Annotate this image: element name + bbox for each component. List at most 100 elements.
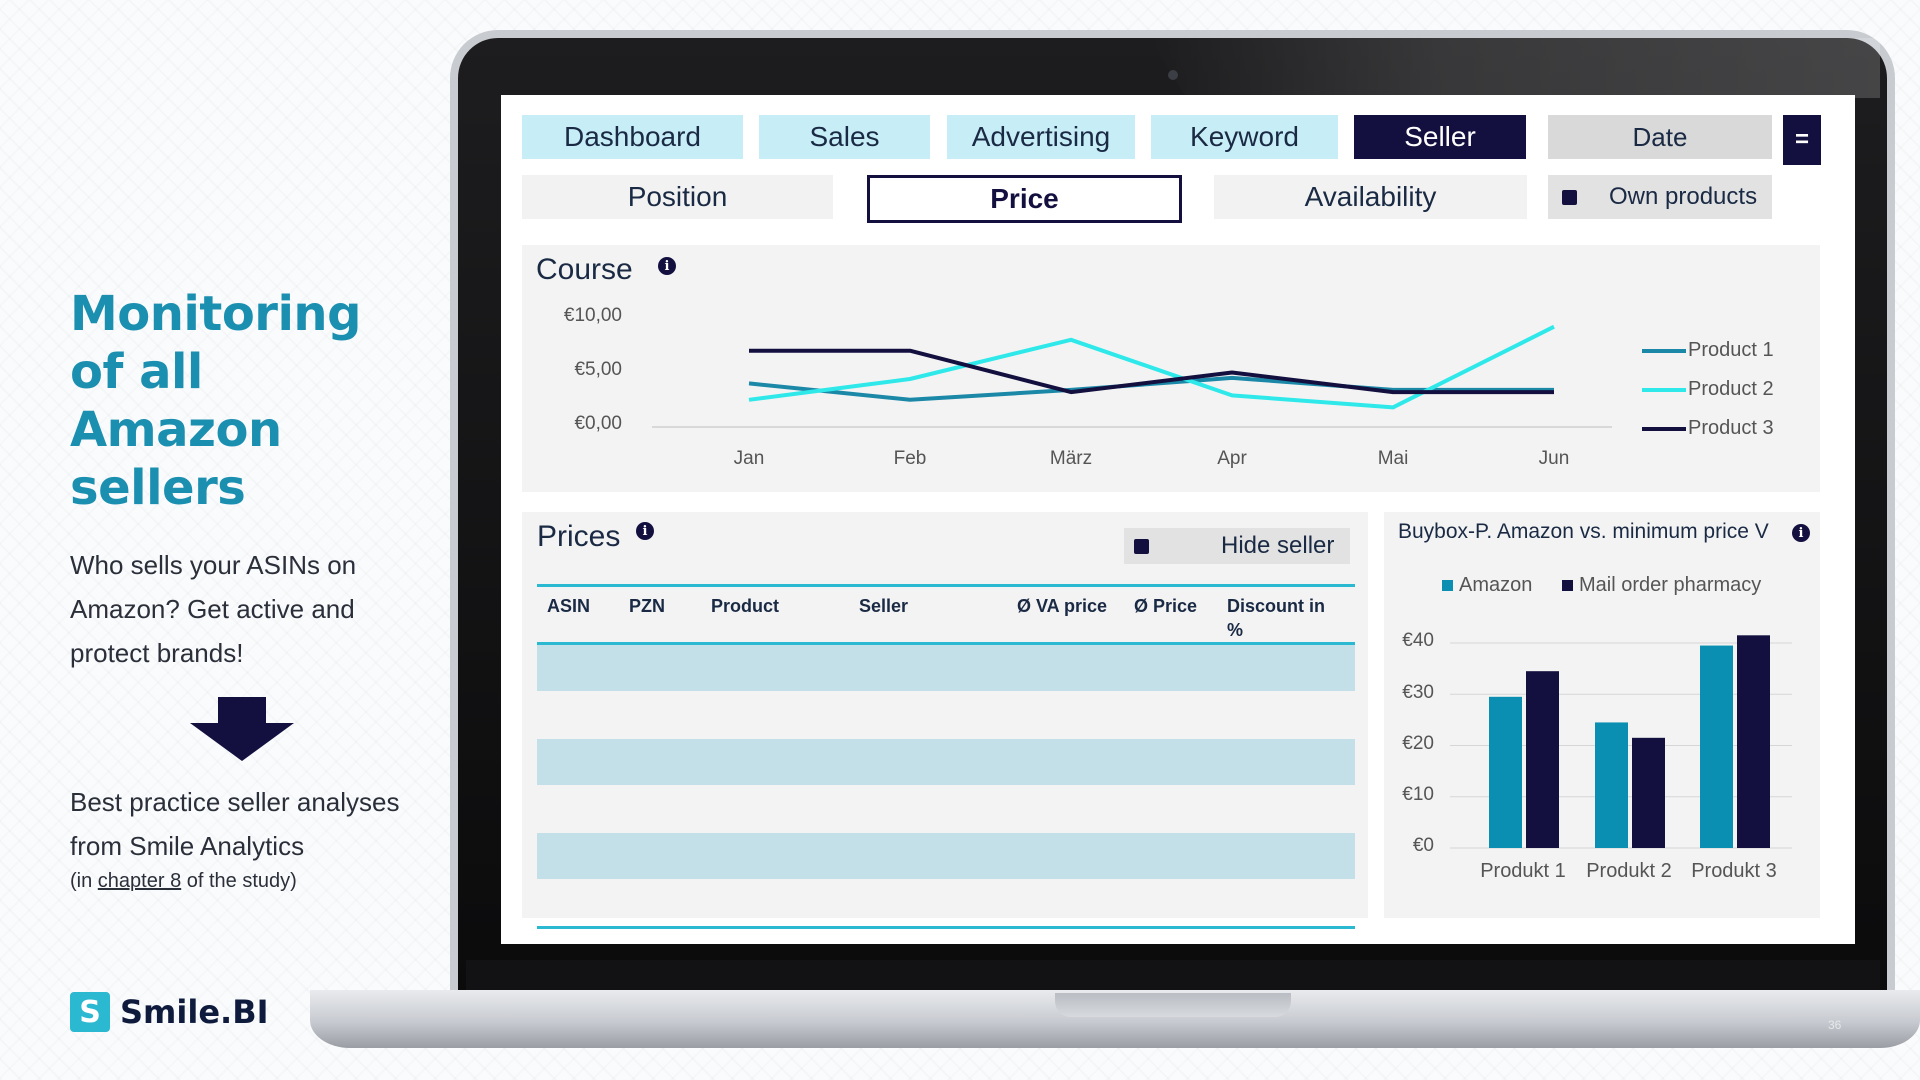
- x-tick-label: Jan: [733, 448, 765, 469]
- table-row[interactable]: [537, 739, 1355, 785]
- column-header-pzn: PZN: [629, 596, 665, 616]
- tab-dashboard[interactable]: Dashboard: [522, 115, 743, 159]
- own-products-label: Own products: [1609, 183, 1758, 210]
- legend-label: Product 3: [1688, 417, 1774, 439]
- column-header-product: Product: [711, 596, 780, 616]
- legend-label: Amazon: [1459, 574, 1533, 596]
- x-tick-label: März: [1049, 448, 1093, 469]
- bar: [1526, 671, 1559, 848]
- x-tick-label: Mai: [1377, 448, 1409, 469]
- x-tick-label: Feb: [893, 448, 927, 469]
- page-number: 36: [1828, 1018, 1842, 1032]
- info-icon[interactable]: i: [636, 522, 654, 540]
- laptop-notch: [1055, 993, 1291, 1017]
- practice-text: Best practice seller analyses from Smile…: [70, 780, 430, 868]
- practice-line: Best practice seller analyses: [70, 787, 400, 817]
- hide-seller-label: Hide seller: [1221, 532, 1335, 559]
- x-tick-label: Produkt 2: [1586, 860, 1672, 882]
- x-tick-label: Produkt 3: [1691, 860, 1777, 882]
- date-filter-button[interactable]: Date: [1548, 115, 1772, 159]
- menu-icon[interactable]: =: [1783, 115, 1821, 165]
- own-products-toggle[interactable]: Own products: [1548, 175, 1772, 219]
- y-tick-label: €10,00: [563, 305, 622, 326]
- dashboard-screen: Dashboard Sales Advertising Keyword Sell…: [501, 95, 1855, 944]
- legend-item-product-1: Product 1: [1642, 339, 1774, 362]
- prices-panel: Prices i Hide seller ASIN PZN Product Se…: [522, 512, 1368, 918]
- y-tick-label: €20: [1402, 733, 1434, 754]
- intro-line: protect brands!: [70, 638, 244, 668]
- headline-line: Monitoring: [70, 286, 361, 342]
- legend-label: Mail order pharmacy: [1579, 574, 1762, 596]
- tab-availability[interactable]: Availability: [1214, 175, 1527, 219]
- table-row[interactable]: [537, 691, 1355, 737]
- table-bottom-border: [537, 926, 1355, 929]
- info-icon[interactable]: i: [1792, 524, 1810, 542]
- slide-headline: Monitoring of all Amazon sellers: [70, 285, 430, 517]
- slide-text-column: Monitoring of all Amazon sellers Who sel…: [70, 285, 430, 894]
- y-tick-label: €0: [1412, 835, 1434, 856]
- y-tick-label: €0,00: [574, 413, 622, 434]
- laptop-glare: [1150, 38, 1880, 98]
- study-note: (in chapter 8 of the study): [70, 868, 430, 894]
- course-panel: Course i €10,00 €5,00 €0,00 Jan Feb März…: [522, 245, 1820, 492]
- checkbox-icon: [1134, 538, 1149, 554]
- x-tick-label: Apr: [1217, 448, 1247, 469]
- tab-sales[interactable]: Sales: [759, 115, 930, 159]
- legend-swatch: [1642, 348, 1686, 353]
- smile-bi-logo: S Smile.BI: [70, 992, 268, 1032]
- info-icon[interactable]: i: [658, 257, 676, 275]
- intro-line: Amazon? Get active and: [70, 594, 355, 624]
- prices-title: Prices: [537, 520, 621, 553]
- headline-line: sellers: [70, 460, 246, 516]
- logo-text: Smile.BI: [120, 993, 269, 1031]
- legend-item-product-2: Product 2: [1642, 378, 1774, 401]
- chapter-link[interactable]: chapter 8: [97, 870, 182, 892]
- column-header-price: Ø Price: [1134, 596, 1198, 616]
- column-header-va-price: Ø VA price: [1017, 596, 1108, 616]
- column-header-discount: Discount in %: [1227, 596, 1325, 640]
- bar: [1737, 635, 1770, 848]
- headline-line: of all Amazon: [70, 344, 282, 458]
- x-tick-label: Jun: [1538, 448, 1570, 469]
- tab-advertising[interactable]: Advertising: [947, 115, 1135, 159]
- y-tick-label: €5,00: [574, 359, 622, 380]
- down-arrow-icon: [190, 697, 294, 761]
- bar: [1489, 696, 1522, 848]
- legend-item-mail-order-pharmacy: Mail order pharmacy: [1562, 574, 1761, 597]
- intro-text: Who sells your ASINs on Amazon? Get acti…: [70, 543, 430, 675]
- column-header-asin: ASIN: [547, 596, 591, 616]
- bar: [1632, 737, 1665, 848]
- legend-label: Product 1: [1688, 339, 1774, 361]
- buybox-title: Buybox-P. Amazon vs. minimum price V: [1398, 520, 1769, 543]
- practice-line: from Smile Analytics: [70, 831, 305, 861]
- note-prefix: (in: [70, 870, 98, 892]
- table-row[interactable]: [537, 785, 1355, 831]
- tab-seller[interactable]: Seller: [1354, 115, 1526, 159]
- course-line-chart: [652, 324, 1612, 428]
- y-tick-label: €10: [1402, 784, 1434, 805]
- legend-label: Product 2: [1688, 378, 1774, 400]
- column-header-seller: Seller: [859, 596, 909, 616]
- legend-swatch: [1642, 387, 1686, 392]
- legend-swatch: [1562, 580, 1573, 591]
- course-title: Course: [536, 253, 633, 286]
- tab-keyword[interactable]: Keyword: [1151, 115, 1338, 159]
- table-row[interactable]: [537, 833, 1355, 879]
- legend-item-amazon: Amazon: [1442, 574, 1532, 597]
- camera-icon: [1168, 70, 1178, 80]
- laptop-bezel: [466, 960, 1880, 990]
- table-row[interactable]: [537, 645, 1355, 691]
- buybox-panel: Buybox-P. Amazon vs. minimum price V i A…: [1384, 512, 1820, 918]
- intro-line: Who sells your ASINs on: [70, 550, 357, 580]
- table-top-border: [537, 584, 1355, 587]
- tab-position[interactable]: Position: [522, 175, 833, 219]
- table-header-border: [537, 642, 1355, 645]
- series-line-3: [749, 348, 1554, 395]
- buybox-bar-chart: [1450, 635, 1792, 849]
- hide-seller-toggle[interactable]: Hide seller: [1124, 528, 1350, 564]
- legend-swatch: [1642, 426, 1686, 431]
- y-tick-label: €30: [1402, 682, 1434, 703]
- logo-mark-icon: S: [70, 992, 110, 1032]
- note-suffix: of the study): [181, 870, 297, 892]
- tab-price[interactable]: Price: [867, 175, 1182, 223]
